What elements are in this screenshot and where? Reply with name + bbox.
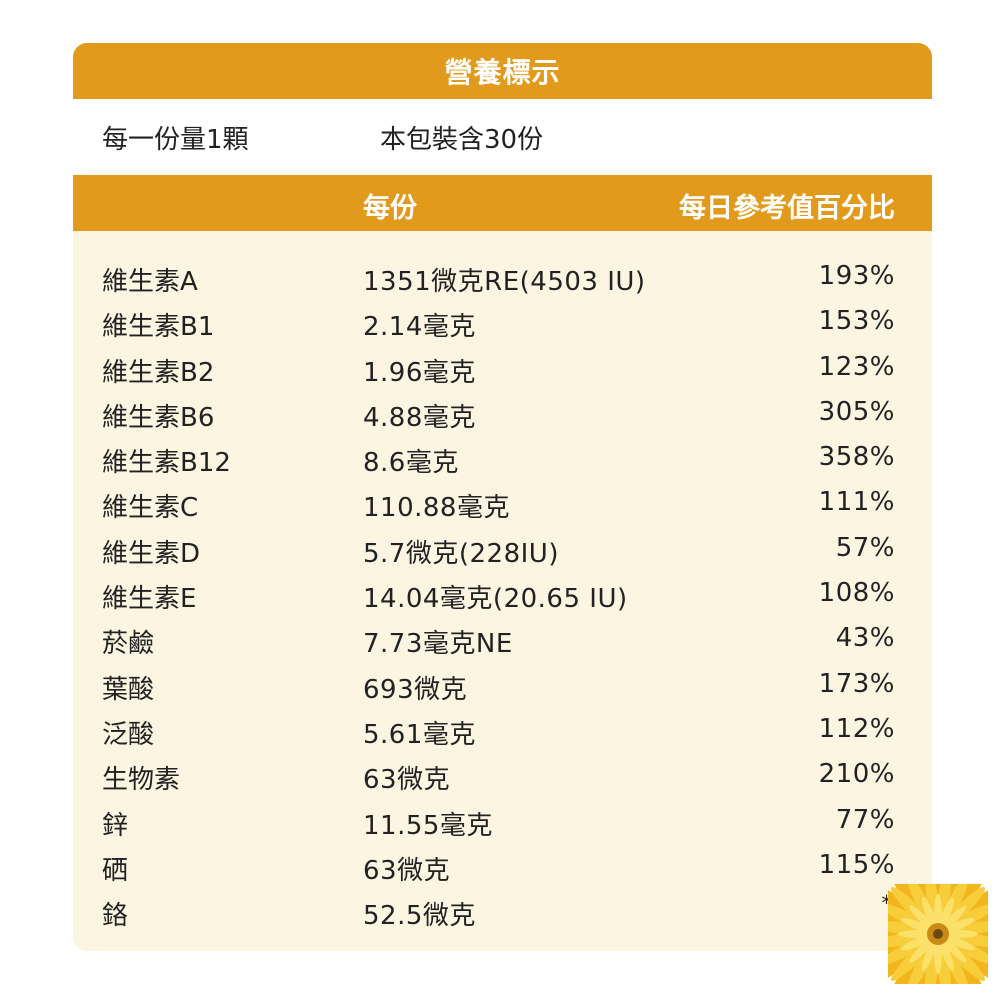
nutrient-name: 維生素D	[102, 538, 201, 569]
nutrient-daily-value: 112%	[818, 713, 895, 744]
nutrient-amount: 52.5微克	[363, 901, 476, 932]
table-row: 硒 63微克 115%	[73, 846, 932, 891]
nutrient-name: 維生素C	[102, 493, 199, 524]
nutrient-name: 生物素	[102, 765, 181, 796]
table-row: 葉酸 693微克 173%	[73, 665, 932, 710]
table-row: 維生素B2 1.96毫克 123%	[73, 348, 932, 393]
servings-per-package: 本包裝含30份	[380, 125, 544, 155]
nutrient-amount: 63微克	[363, 765, 451, 796]
nutrient-amount: 5.7微克(228IU)	[363, 538, 559, 569]
column-header-per-serving: 每份	[363, 193, 417, 224]
serving-info-row: 每一份量1顆 本包裝含30份	[73, 99, 932, 175]
nutrient-daily-value: 77%	[835, 804, 895, 835]
nutrient-name: 維生素B12	[102, 448, 231, 479]
table-row: 維生素B6 4.88毫克 305%	[73, 393, 932, 438]
table-row: 鉻 52.5微克 *	[73, 891, 932, 936]
nutrient-daily-value: 193%	[818, 261, 895, 291]
nutrient-amount: 11.55毫克	[363, 810, 493, 841]
nutrient-daily-value: 115%	[818, 849, 895, 880]
calendula-flower-icon	[888, 884, 988, 984]
nutrient-daily-value: 111%	[818, 487, 895, 518]
nutrient-daily-value: 173%	[818, 668, 895, 699]
nutrition-label: 營養標示 每一份量1顆 本包裝含30份 每份 每日參考值百分比 維生素A 1351…	[73, 43, 932, 951]
column-header-bar: 每份 每日參考值百分比	[73, 175, 932, 231]
nutrient-name: 葉酸	[102, 674, 155, 705]
nutrient-daily-value: 43%	[835, 623, 895, 654]
nutrient-name: 硒	[102, 855, 129, 886]
nutrient-name: 維生素B6	[102, 402, 215, 433]
nutrient-amount: 4.88毫克	[363, 402, 476, 433]
table-row: 維生素E 14.04毫克(20.65 IU) 108%	[73, 574, 932, 619]
nutrient-name: 維生素E	[102, 584, 197, 615]
nutrient-daily-value: 57%	[835, 532, 895, 563]
nutrient-amount: 8.6毫克	[363, 448, 459, 479]
nutrient-daily-value: *	[881, 891, 892, 916]
table-row: 鋅 11.55毫克 77%	[73, 801, 932, 846]
serving-size: 每一份量1顆	[102, 125, 249, 155]
nutrient-name: 維生素B1	[102, 312, 215, 343]
nutrient-amount: 2.14毫克	[363, 312, 476, 343]
nutrient-amount: 1.96毫克	[363, 357, 476, 388]
nutrient-name: 維生素B2	[102, 357, 215, 388]
nutrient-amount: 110.88毫克	[363, 493, 510, 524]
column-header-daily-value: 每日參考值百分比	[679, 193, 895, 224]
table-row: 維生素B12 8.6毫克 358%	[73, 438, 932, 483]
table-row: 維生素A 1351微克RE(4503 IU) 193%	[73, 257, 932, 302]
nutrient-name: 鉻	[102, 901, 129, 932]
label-title-bar: 營養標示	[73, 43, 932, 99]
nutrient-table: 維生素A 1351微克RE(4503 IU) 193% 維生素B1 2.14毫克 153%…	[73, 257, 932, 936]
nutrient-name: 維生素A	[102, 267, 198, 297]
nutrient-amount: 14.04毫克(20.65 IU)	[363, 584, 628, 615]
nutrient-daily-value: 210%	[818, 759, 895, 790]
label-title: 營養標示	[444, 56, 561, 89]
nutrient-name: 菸鹼	[102, 629, 155, 660]
nutrient-daily-value: 108%	[818, 578, 895, 609]
table-row: 菸鹼 7.73毫克NE 43%	[73, 619, 932, 664]
nutrient-name: 泛酸	[102, 719, 155, 750]
nutrient-name: 鋅	[102, 810, 129, 841]
nutrient-amount: 63微克	[363, 855, 451, 886]
nutrient-daily-value: 123%	[818, 351, 895, 382]
table-row: 維生素D 5.7微克(228IU) 57%	[73, 529, 932, 574]
nutrient-amount: 693微克	[363, 674, 468, 705]
nutrient-amount: 7.73毫克NE	[363, 629, 513, 660]
nutrient-amount: 5.61毫克	[363, 719, 476, 750]
nutrient-daily-value: 153%	[818, 306, 895, 337]
table-row: 維生素B1 2.14毫克 153%	[73, 302, 932, 347]
nutrient-amount: 1351微克RE(4503 IU)	[363, 267, 646, 297]
table-row: 泛酸 5.61毫克 112%	[73, 710, 932, 755]
nutrient-daily-value: 305%	[818, 396, 895, 427]
table-row: 生物素 63微克 210%	[73, 755, 932, 800]
nutrient-daily-value: 358%	[818, 442, 895, 473]
table-row: 維生素C 110.88毫克 111%	[73, 483, 932, 528]
